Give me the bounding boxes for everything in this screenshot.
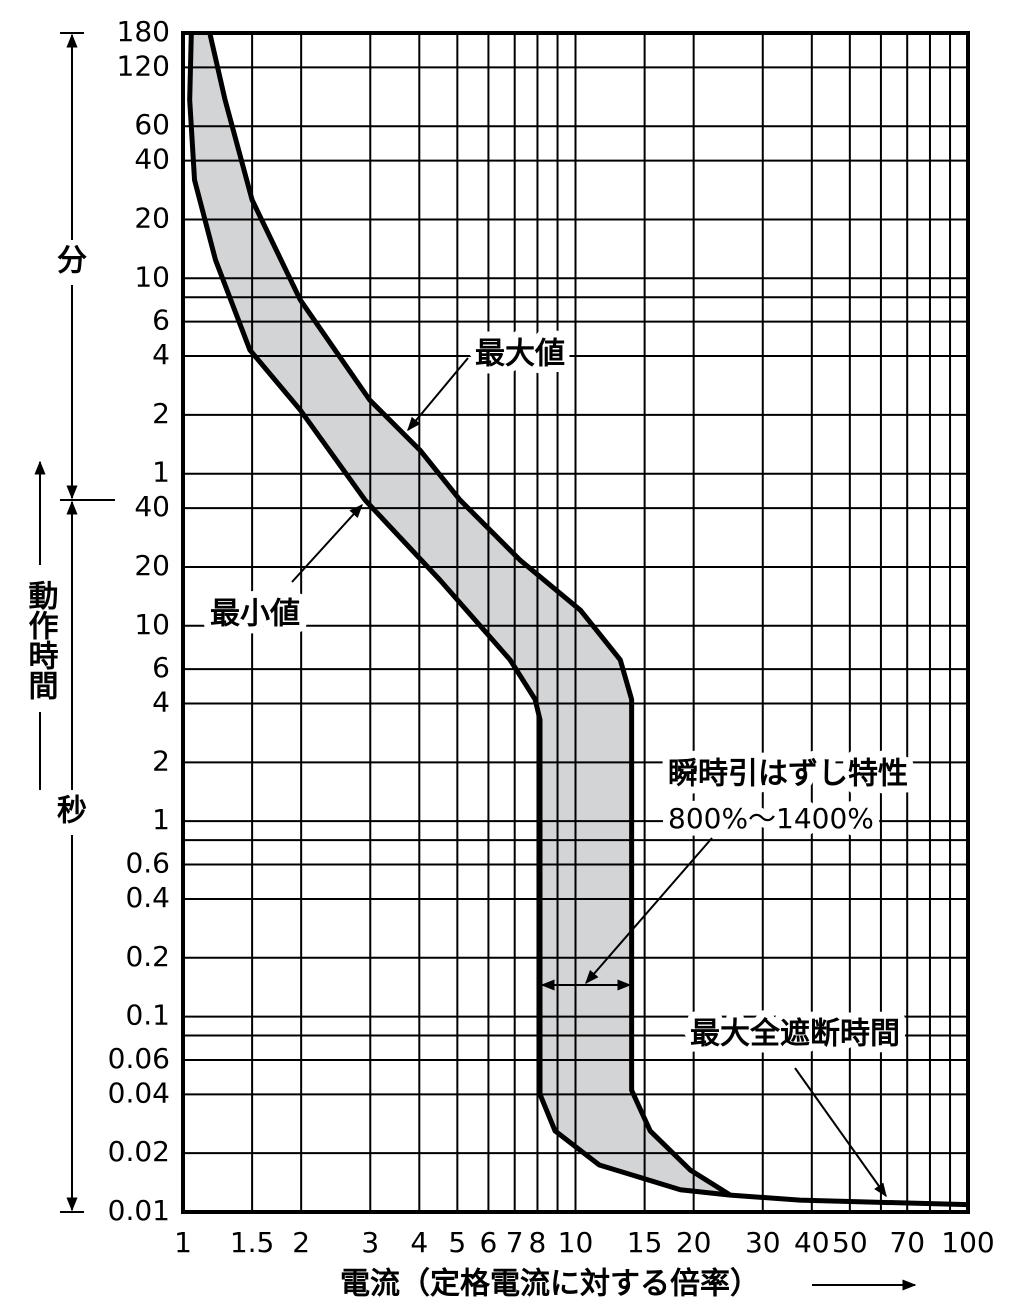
x-tick-label: 70 [889,1226,925,1259]
x-tick-label: 30 [745,1226,781,1259]
y-tick-label: 10 [134,260,170,293]
x-tick-label: 50 [832,1226,868,1259]
y-tick-label: 2 [152,744,170,777]
annotation: 最大全遮断時間 [690,1017,900,1052]
x-tick-label: 2 [292,1226,310,1259]
y-tick-label: 0.06 [108,1042,170,1075]
x-tick-label: 20 [676,1226,712,1259]
annotation-arrow [794,1067,887,1198]
y-tick-label: 6 [152,651,170,684]
band [189,33,968,1205]
x-tick-label: 10 [558,1226,594,1259]
y-tick-label: 180 [117,15,170,48]
y-tick-label: 1 [152,456,170,489]
y-tick-label: 20 [134,201,170,234]
plot-frame [181,31,970,1214]
x-tick-label: 8 [529,1226,547,1259]
y-tick-label: 0.02 [108,1135,170,1168]
y-tick-label: 10 [134,608,170,641]
legend-label: 最大値 [475,337,565,372]
y-tick-label: 0.04 [108,1076,170,1109]
y-tick-label: 6 [152,304,170,337]
annotation-arrow [407,357,469,432]
y-tick-label: 40 [134,143,170,176]
x-tick-label: 6 [480,1226,498,1259]
plot-area [181,31,970,1214]
x-tick-label: 5 [448,1226,466,1259]
x-axis-label: 電流（定格電流に対する倍率） [340,1267,760,1302]
annotation-arrow [585,837,713,985]
minutes-label: 分 [57,244,87,279]
annotation: 瞬時引はずし特性 [668,757,908,792]
y-tick-label: 20 [134,549,170,582]
seconds-label: 秒 [57,794,87,829]
y-tick-label: 60 [134,108,170,141]
y-tick-label: 0.4 [125,881,170,914]
y-tick-label: 4 [152,338,170,371]
y-tick-label: 0.01 [108,1194,170,1227]
x-tick-label: 100 [941,1226,994,1259]
y-tick-label: 0.2 [125,940,170,973]
legend-label: 最小値 [210,597,300,632]
x-tick-label: 7 [506,1226,524,1259]
y-tick-label: 4 [152,686,170,719]
y-tick-label: 0.1 [125,999,170,1032]
y-tick-label: 40 [134,490,170,523]
curve [207,32,969,1208]
y-tick-label: 0.6 [125,847,170,880]
y-tick-label: 1 [152,803,170,836]
x-tick-label: 1 [174,1226,192,1259]
x-tick-label: 15 [627,1226,663,1259]
axis-decoration [34,32,115,1213]
y-tick-label: 120 [117,49,170,82]
annotation-arrow [291,503,363,583]
y-tick-label: 2 [152,397,170,430]
x-tick-label: 3 [361,1226,379,1259]
x-tick-label: 4 [410,1226,428,1259]
x-tick-label: 40 [794,1226,830,1259]
curve [187,32,731,1198]
annotation: 800%〜1400% [668,802,874,835]
x-tick-label: 1.5 [230,1226,275,1259]
y-axis-label: 動作時間 [23,580,59,700]
